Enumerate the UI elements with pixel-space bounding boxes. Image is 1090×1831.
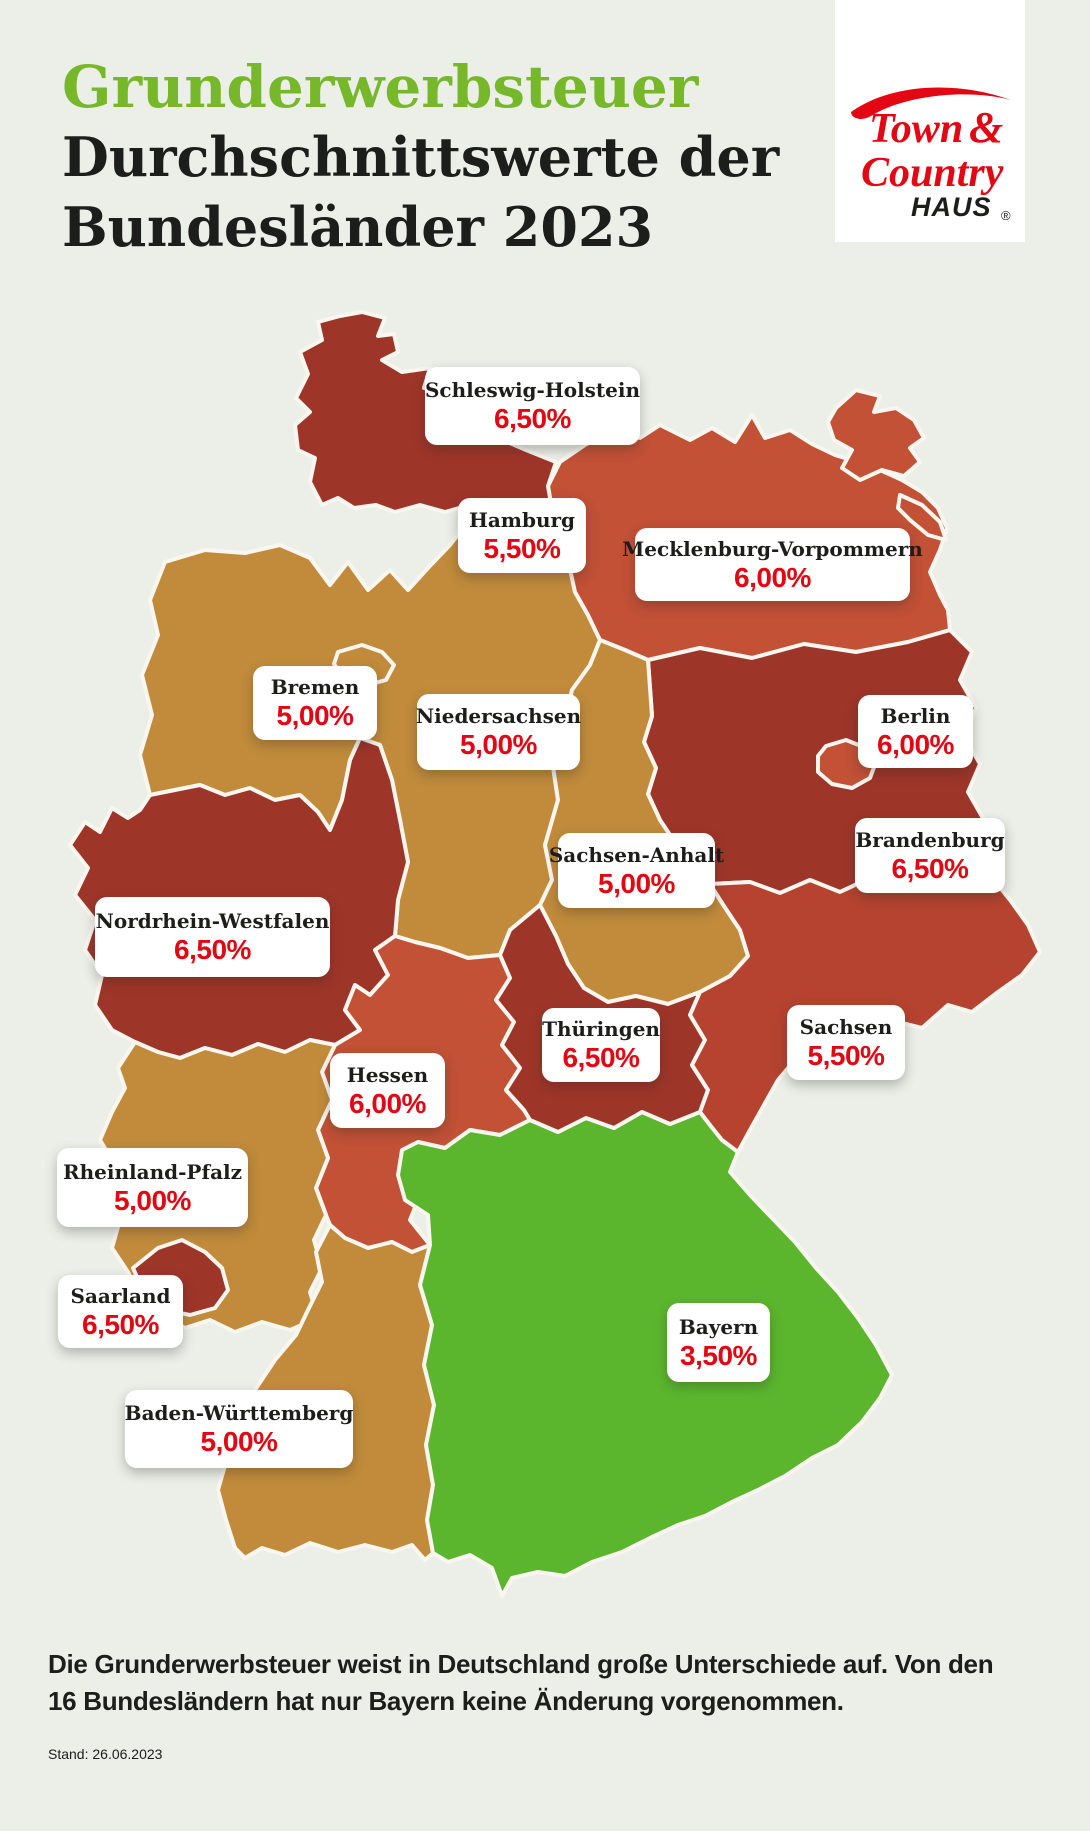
state-name: Bayern bbox=[678, 1314, 759, 1339]
logo-registered-mark: ® bbox=[1001, 208, 1011, 223]
label-baden-wuerttemberg: Baden-Württemberg 5,00% bbox=[125, 1390, 353, 1468]
title-line-2: Durchschnittswerte der bbox=[62, 125, 780, 189]
title-line-3: Bundesländer 2023 bbox=[62, 195, 654, 259]
label-brandenburg: Brandenburg 6,50% bbox=[855, 818, 1005, 893]
state-value: 6,50% bbox=[562, 1042, 640, 1073]
footer-date: Stand: 26.06.2023 bbox=[48, 1746, 163, 1762]
town-country-logo: Town & Country HAUS ® bbox=[835, 0, 1025, 242]
state-name: Rheinland-Pfalz bbox=[63, 1159, 242, 1184]
state-name: Berlin bbox=[880, 703, 951, 728]
state-value: 6,00% bbox=[349, 1087, 426, 1119]
state-value: 6,50% bbox=[174, 934, 251, 965]
label-saarland: Saarland 6,50% bbox=[58, 1275, 183, 1348]
footer-description: Die Grunderwerbsteuer weist in Deutschla… bbox=[48, 1646, 1058, 1720]
state-value: 6,50% bbox=[891, 852, 969, 884]
state-name: Hamburg bbox=[468, 507, 576, 532]
label-schleswig-holstein: Schleswig-Holstein 6,50% bbox=[425, 367, 640, 445]
logo-word-country: Country bbox=[861, 150, 1004, 196]
state-value: 5,00% bbox=[460, 729, 537, 760]
state-name: Baden-Württemberg bbox=[124, 1401, 354, 1425]
label-berlin: Berlin 6,00% bbox=[858, 695, 973, 768]
label-hessen: Hessen 6,00% bbox=[330, 1053, 445, 1128]
state-value: 6,50% bbox=[494, 403, 571, 434]
state-value: 5,00% bbox=[200, 1426, 278, 1457]
state-name: Saarland bbox=[70, 1283, 171, 1308]
state-value: 5,50% bbox=[483, 532, 561, 564]
state-value: 5,00% bbox=[114, 1184, 191, 1216]
logo-word-town: Town bbox=[869, 106, 963, 152]
label-bremen: Bremen 5,00% bbox=[253, 666, 377, 740]
state-name: Sachsen-Anhalt bbox=[548, 842, 725, 867]
state-value: 5,00% bbox=[276, 700, 354, 731]
state-name: Mecklenburg-Vorpommern bbox=[622, 536, 923, 561]
title-line-1: Grunderwerbsteuer bbox=[62, 53, 699, 121]
page-title: Grunderwerbsteuer Durchschnittswerte der… bbox=[62, 52, 779, 262]
state-name: Niedersachsen bbox=[415, 704, 582, 728]
state-value: 6,50% bbox=[82, 1308, 159, 1340]
logo-ampersand: & bbox=[969, 103, 1003, 152]
state-shape-bayern bbox=[396, 1110, 894, 1598]
logo-word-haus: HAUS bbox=[911, 192, 992, 222]
label-nordrhein-westfalen: Nordrhein-Westfalen 6,50% bbox=[95, 897, 330, 977]
state-value: 6,00% bbox=[877, 728, 954, 760]
island-usedom bbox=[896, 493, 948, 542]
label-sachsen: Sachsen 5,50% bbox=[787, 1005, 905, 1080]
label-sachsen-anhalt: Sachsen-Anhalt 5,00% bbox=[549, 833, 724, 908]
state-name: Nordrhein-Westfalen bbox=[95, 909, 330, 933]
footer-line-1: Die Grunderwerbsteuer weist in Deutschla… bbox=[48, 1649, 994, 1679]
state-value: 6,00% bbox=[734, 561, 811, 593]
town-country-logo-icon: Town & Country HAUS ® bbox=[851, 87, 1011, 223]
state-name: Sachsen bbox=[799, 1014, 893, 1039]
label-hamburg: Hamburg 5,50% bbox=[458, 498, 586, 573]
state-name: Hessen bbox=[346, 1062, 429, 1087]
state-value: 5,50% bbox=[807, 1039, 885, 1071]
state-name: Schleswig-Holstein bbox=[424, 378, 641, 402]
footer-line-2: 16 Bundesländern hat nur Bayern keine Än… bbox=[48, 1686, 844, 1716]
state-name: Bremen bbox=[270, 675, 360, 699]
label-thueringen: Thüringen 6,50% bbox=[542, 1008, 660, 1082]
state-name: Thüringen bbox=[542, 1017, 660, 1041]
label-bayern: Bayern 3,50% bbox=[667, 1303, 770, 1382]
label-mecklenburg-vorpommern: Mecklenburg-Vorpommern 6,00% bbox=[622, 528, 923, 601]
state-name: Brandenburg bbox=[855, 827, 1005, 852]
state-value: 3,50% bbox=[680, 1339, 757, 1371]
island-ruegen bbox=[826, 388, 926, 482]
state-value: 5,00% bbox=[598, 867, 675, 899]
label-niedersachsen: Niedersachsen 5,00% bbox=[415, 694, 582, 770]
label-rheinland-pfalz: Rheinland-Pfalz 5,00% bbox=[57, 1148, 248, 1227]
